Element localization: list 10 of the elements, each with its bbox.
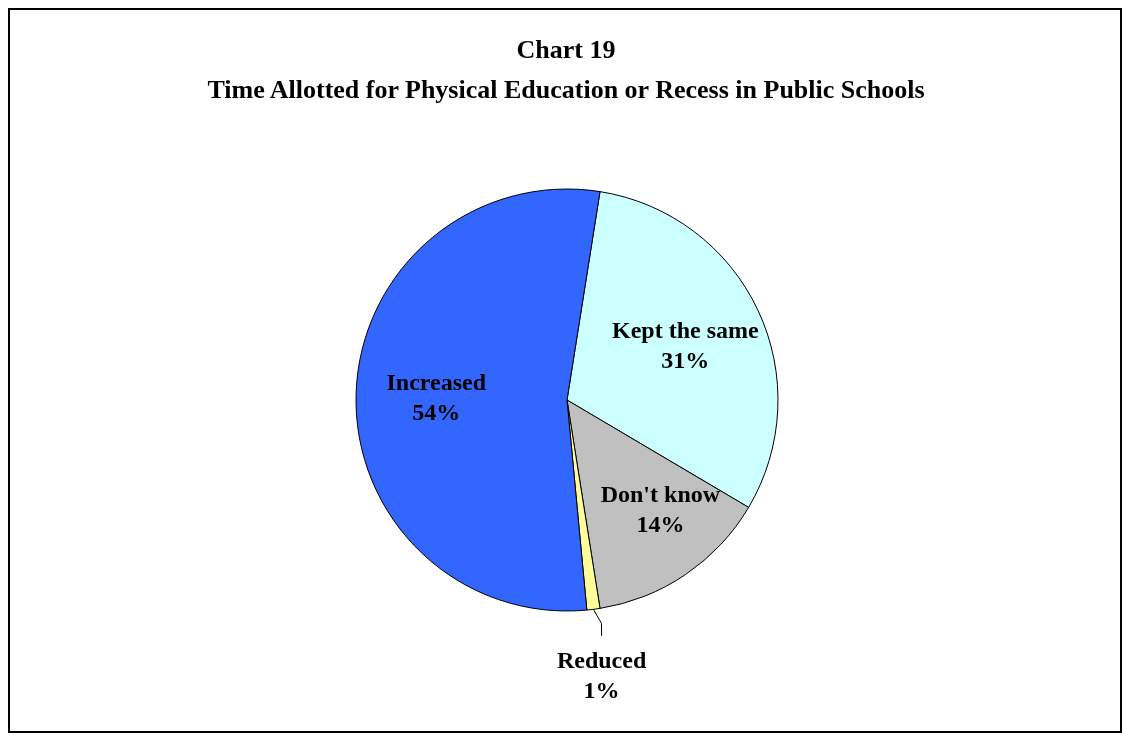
chart-title: Chart 19 <box>515 34 617 66</box>
data-label: 54% <box>412 398 461 425</box>
chart-subtitle: Time Allotted for Physical Education or Recess in Public Schools <box>206 74 926 106</box>
slice-label: Don't know <box>600 481 721 508</box>
data-label: 1% <box>583 676 620 703</box>
slice-label: Reduced <box>556 646 647 673</box>
data-label: 31% <box>661 347 710 374</box>
data-label: 14% <box>636 511 685 538</box>
slice-label: Increased <box>386 368 487 395</box>
slice-label: Kept the same <box>612 317 760 344</box>
